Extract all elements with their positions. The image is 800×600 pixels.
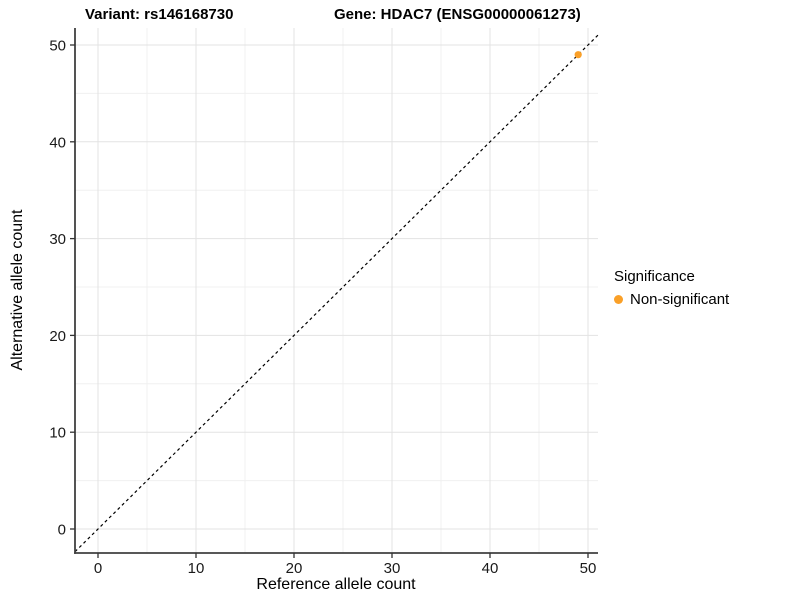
y-axis-title: Alternative allele count (9, 209, 26, 371)
svg-text:50: 50 (580, 560, 597, 577)
svg-text:30: 30 (49, 231, 66, 248)
legend: Significance Non-significant (614, 268, 729, 308)
svg-text:20: 20 (49, 328, 66, 345)
x-axis-title: Reference allele count (256, 576, 416, 593)
legend-entries: Non-significant (614, 291, 729, 308)
legend-entry: Non-significant (614, 291, 729, 308)
legend-entry-label: Non-significant (630, 291, 730, 308)
y-tick-labels: 0 10 20 30 40 50 (49, 38, 66, 539)
svg-text:10: 10 (49, 425, 66, 442)
plot-title-gene: Gene: HDAC7 (ENSG00000061273) (334, 6, 581, 23)
legend-title: Significance (614, 268, 695, 285)
gridlines-major (75, 28, 598, 553)
svg-text:10: 10 (188, 560, 205, 577)
identity-dashed-line (74, 34, 599, 553)
data-point (574, 51, 582, 59)
x-tick-labels: 0 10 20 30 40 50 (94, 560, 597, 577)
gridlines-minor (75, 28, 598, 553)
svg-text:50: 50 (49, 38, 66, 55)
axis-lines (74, 28, 598, 554)
axis-ticks (70, 44, 589, 558)
svg-text:30: 30 (384, 560, 401, 577)
svg-text:40: 40 (49, 134, 66, 151)
legend-key-dot (614, 295, 623, 304)
svg-text:0: 0 (94, 560, 102, 577)
svg-text:40: 40 (482, 560, 499, 577)
plot-title-variant: Variant: rs146168730 (85, 6, 234, 23)
svg-text:20: 20 (286, 560, 303, 577)
svg-text:0: 0 (58, 522, 66, 539)
